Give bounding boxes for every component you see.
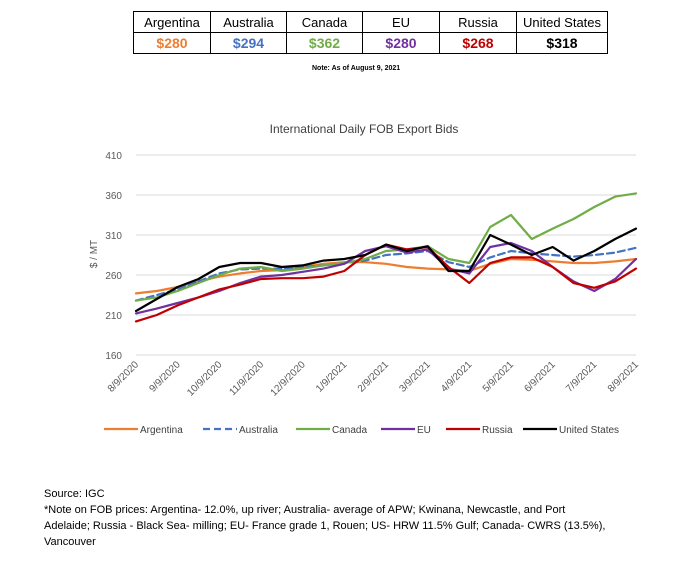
legend-label: Argentina [140,425,183,436]
legend-label: Canada [332,425,367,436]
y-tick-label: 210 [105,311,122,322]
y-tick-label: 360 [105,191,122,202]
x-tick-label: 10/9/2020 [185,359,225,399]
legend-label: United States [559,425,619,436]
x-tick-label: 5/9/2021 [481,359,517,395]
x-tick-label: 12/9/2020 [269,359,309,399]
table-note: Note: As of August 9, 2021 [312,65,401,72]
series-line-united-states [134,227,638,313]
legend: Argentina Australia Canada EU Russia United S… [104,425,619,436]
x-axis-ticks: 8/9/2020 9/9/2020 10/9/2020 11/9/2020 12/9/2… [106,359,642,399]
series-line-argentina [134,257,638,295]
footnote-line-2: Adelaide; Russia - Black Sea- milling; E… [44,520,606,532]
x-tick-label: 6/9/2021 [522,359,558,395]
x-tick-label: 2/9/2021 [356,359,392,395]
legend-label: EU [417,425,431,436]
x-tick-label: 3/9/2021 [397,359,433,395]
line-chart: International Daily FOB Export Bids $ / … [89,122,642,436]
header-argentina: Argentina [133,11,211,33]
x-tick-label: 8/9/2021 [606,359,642,395]
x-tick-label: 4/9/2021 [439,359,475,395]
legend-label: Australia [239,425,278,436]
value-russia: $268 [439,32,517,54]
x-tick-label: 8/9/2020 [106,359,142,395]
y-axis-ticks: 410 360 310 260 210 160 [105,151,122,362]
y-tick-label: 260 [105,271,122,282]
price-table-value-row: $280 $294 $362 $280 $268 $318 [133,32,608,54]
chart-title: International Daily FOB Export Bids [270,122,459,136]
price-table: Argentina Australia Canada EU Russia Uni… [133,11,608,54]
header-russia: Russia [439,11,517,33]
y-tick-label: 310 [105,231,122,242]
value-argentina: $280 [133,32,211,54]
price-table-header-row: Argentina Australia Canada EU Russia Uni… [133,11,608,33]
header-united-states: United States [516,11,608,33]
value-australia: $294 [210,32,287,54]
x-tick-label: 1/9/2021 [314,359,350,395]
footnote-line-3: Vancouver [44,536,96,548]
x-tick-label: 11/9/2020 [227,359,266,398]
y-tick-label: 160 [105,351,122,362]
value-eu: $280 [362,32,440,54]
value-united-states: $318 [516,32,608,54]
x-tick-label: 9/9/2020 [147,359,183,395]
y-axis-label: $ / MT [89,240,100,268]
source-line: Source: IGC [44,488,105,500]
series-line-canada [134,192,638,302]
y-tick-label: 410 [105,151,122,162]
legend-label: Russia [482,425,513,436]
x-tick-label: 7/9/2021 [564,359,600,395]
source-notes: Source: IGC *Note on FOB prices: Argenti… [44,486,654,550]
footnote-line-1: *Note on FOB prices: Argentina- 12.0%, u… [44,504,566,516]
series-line-australia [134,246,638,302]
series-lines [134,192,638,323]
